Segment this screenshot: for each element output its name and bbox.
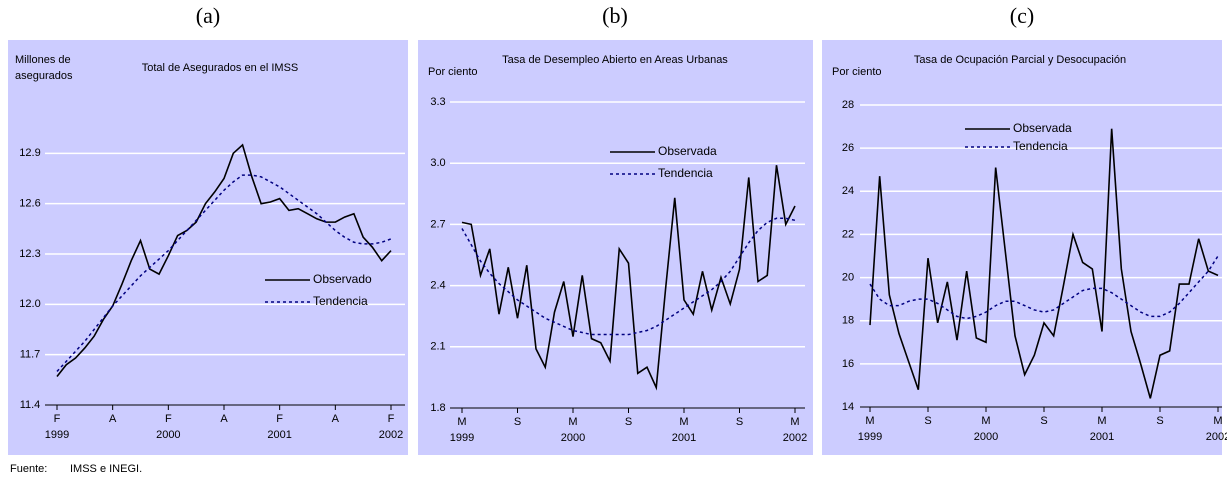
x-tick-label: S xyxy=(625,416,632,428)
x-tick-label: M xyxy=(457,416,466,428)
y-tick-label: 14 xyxy=(842,401,854,413)
chart-title: Total de Asegurados en el IMSS xyxy=(142,62,299,74)
panel-label: (c) xyxy=(1010,3,1034,28)
chart-title: Tasa de Ocupación Parcial y Desocupación xyxy=(914,54,1126,66)
x-tick-label: A xyxy=(109,413,117,425)
x-tick-label: M xyxy=(568,416,577,428)
x-tick-label: S xyxy=(736,416,743,428)
chart-title: Tasa de Desempleo Abierto en Areas Urban… xyxy=(502,54,728,66)
x-tick-label: S xyxy=(1040,415,1047,427)
y-tick-label: 2.7 xyxy=(430,218,445,230)
panel-background xyxy=(418,40,813,455)
y-axis-label: Por ciento xyxy=(832,66,882,78)
legend-label: Tendencia xyxy=(1013,139,1068,153)
panel-background xyxy=(8,40,408,455)
y-tick-label: 2.1 xyxy=(430,341,445,353)
x-tick-label: A xyxy=(332,413,340,425)
x-tick-label: M xyxy=(790,416,799,428)
x-tick-label: 2000 xyxy=(156,429,180,441)
panel-label: (a) xyxy=(196,3,220,28)
x-tick-label: M xyxy=(679,416,688,428)
x-tick-label: F xyxy=(165,413,172,425)
x-tick-label: 2002 xyxy=(379,429,403,441)
panel-background xyxy=(822,40,1222,455)
data-line xyxy=(56,174,392,372)
source-label: Fuente: xyxy=(10,463,47,475)
x-tick-label: S xyxy=(514,416,521,428)
y-tick-label: 18 xyxy=(842,315,854,327)
y-tick-label: 3.0 xyxy=(430,157,445,169)
y-tick-label: 16 xyxy=(842,358,854,370)
legend-label: Observado xyxy=(313,272,372,286)
data-line xyxy=(461,165,796,391)
x-tick-label: 1999 xyxy=(858,431,882,443)
x-tick-label: M xyxy=(981,415,990,427)
x-tick-label: 2001 xyxy=(267,429,291,441)
x-tick-label: 2001 xyxy=(672,432,696,444)
panel-label: (b) xyxy=(602,3,628,28)
y-axis-label: asegurados xyxy=(15,70,73,82)
x-tick-label: A xyxy=(220,413,228,425)
x-tick-label: F xyxy=(276,413,283,425)
y-tick-label: 11.7 xyxy=(20,349,41,361)
x-tick-label: 1999 xyxy=(45,429,69,441)
legend-label: Observada xyxy=(1013,121,1072,135)
y-axis-label: Por ciento xyxy=(428,66,478,78)
source-text: IMSS e INEGI. xyxy=(70,463,142,475)
y-tick-label: 22 xyxy=(842,228,854,240)
x-tick-label: 2000 xyxy=(974,431,998,443)
y-tick-label: 12.0 xyxy=(19,298,40,310)
legend-label: Tendencia xyxy=(658,166,713,180)
x-tick-label: F xyxy=(388,413,395,425)
y-tick-label: 28 xyxy=(842,99,854,111)
y-tick-label: 20 xyxy=(842,271,854,283)
y-tick-label: 24 xyxy=(842,185,854,197)
y-axis-label: Millones de xyxy=(15,54,71,66)
x-tick-label: 2002 xyxy=(1206,431,1227,443)
y-tick-label: 12.3 xyxy=(19,248,40,260)
data-line xyxy=(461,217,796,336)
x-tick-label: 2002 xyxy=(783,432,807,444)
legend-label: Tendencia xyxy=(313,294,368,308)
y-tick-label: 2.4 xyxy=(430,280,445,292)
x-tick-label: S xyxy=(924,415,931,427)
y-tick-label: 11.4 xyxy=(20,399,41,411)
y-tick-label: 12.9 xyxy=(19,147,40,159)
x-tick-label: 2001 xyxy=(1090,431,1114,443)
x-tick-label: M xyxy=(865,415,874,427)
y-tick-label: 12.6 xyxy=(19,198,40,210)
x-tick-label: M xyxy=(1213,415,1222,427)
legend-label: Observada xyxy=(658,144,717,158)
x-tick-label: F xyxy=(54,413,61,425)
x-tick-label: 1999 xyxy=(450,432,474,444)
x-tick-label: 2000 xyxy=(561,432,585,444)
y-tick-label: 1.8 xyxy=(430,402,445,414)
data-line xyxy=(869,128,1219,399)
data-line xyxy=(869,255,1219,320)
y-tick-label: 26 xyxy=(842,142,854,154)
x-tick-label: M xyxy=(1097,415,1106,427)
x-tick-label: S xyxy=(1156,415,1163,427)
y-tick-label: 3.3 xyxy=(430,96,445,108)
